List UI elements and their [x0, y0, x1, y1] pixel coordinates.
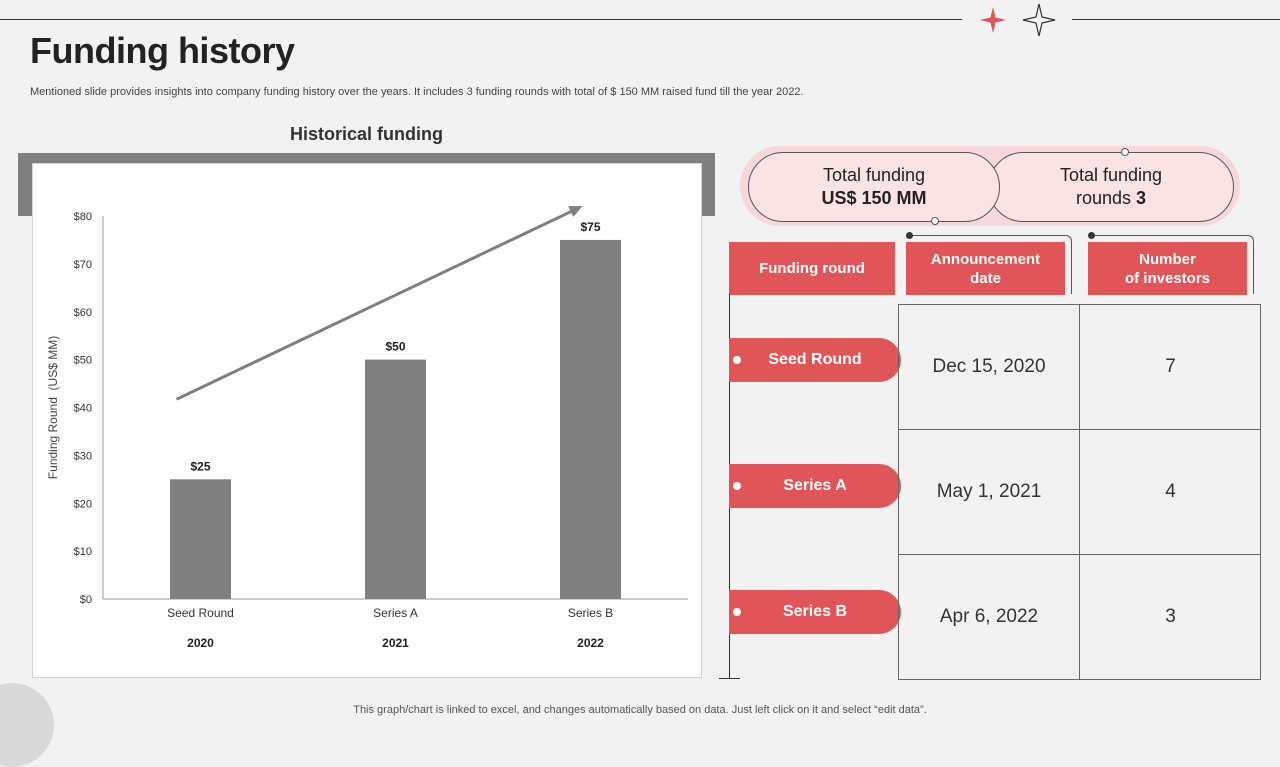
row-bullet-dot — [733, 608, 741, 616]
cell-investors: 4 — [1080, 430, 1261, 555]
y-tick-label: $70 — [74, 259, 92, 271]
y-tick-label: $30 — [74, 450, 92, 462]
trend-arrow-line — [175, 208, 577, 401]
row-label-text: Series A — [783, 477, 847, 494]
pill-connector-dot — [931, 217, 939, 225]
y-tick-label: $20 — [74, 498, 92, 510]
total-funding-value: US$ 150 MM — [821, 188, 927, 208]
cell-date: Apr 6, 2022 — [899, 555, 1080, 679]
total-funding-card: Total funding US$ 150 MM — [748, 152, 1000, 222]
total-rounds-value: 3 — [1136, 188, 1147, 208]
row-bullet-dot — [733, 482, 741, 490]
page-subtitle: Mentioned slide provides insights into c… — [30, 86, 804, 98]
y-tick-label: $50 — [74, 355, 92, 367]
bar — [560, 239, 621, 599]
header-funding-round: Funding round — [729, 242, 895, 295]
outline-sparkle-icon — [1022, 3, 1056, 37]
header-outline — [909, 235, 1072, 294]
x-year-label: 2020 — [187, 636, 214, 650]
y-tick-label: $40 — [74, 403, 92, 415]
y-tick-label: $80 — [74, 211, 92, 223]
trend-arrow-head — [568, 205, 583, 217]
header-announcement-date: Announcement date — [906, 242, 1065, 295]
x-tick-label: Series B — [568, 606, 613, 620]
top-rule-left — [0, 19, 962, 20]
total-funding-label: Total funding — [822, 165, 926, 185]
header-dot — [1088, 232, 1095, 239]
pill-connector-dot — [1121, 148, 1129, 156]
footnote: This graph/chart is linked to excel, and… — [353, 704, 927, 716]
header-investors-line2: of investors — [1124, 269, 1211, 287]
table-left-rule-foot — [719, 678, 740, 679]
row-bullet-dot — [733, 356, 741, 364]
y-tick-label: $10 — [74, 546, 92, 558]
header-outline — [1091, 235, 1254, 294]
total-rounds-prefix: rounds — [1075, 188, 1131, 208]
row-label-text: Series B — [782, 603, 848, 620]
header-investors-line1: Number — [1139, 250, 1196, 268]
header-date-line1: Announcement — [930, 250, 1041, 268]
funding-table: Dec 15, 2020 7 May 1, 2021 4 Apr 6, 2022… — [898, 304, 1261, 680]
bar-value-label: $50 — [385, 340, 405, 354]
header-number-of-investors: Number of investors — [1088, 242, 1247, 295]
x-year-label: 2022 — [577, 636, 604, 650]
total-rounds-label: Total funding — [1059, 165, 1163, 185]
cell-date: Dec 15, 2020 — [899, 305, 1080, 430]
y-axis-title: Funding Round (US$ MM) — [46, 336, 60, 479]
row-label-series-a: Series A — [729, 464, 901, 508]
chart-title: Historical funding — [290, 124, 443, 144]
row-label-series-b: Series B — [729, 590, 901, 634]
row-label-seed-round: Seed Round — [729, 338, 901, 382]
cell-investors: 7 — [1080, 305, 1261, 430]
x-year-label: 2021 — [382, 636, 409, 650]
x-tick-label: Series A — [373, 606, 418, 620]
y-tick-label: $60 — [74, 307, 92, 319]
bar-value-label: $25 — [190, 459, 210, 473]
bar — [170, 479, 231, 599]
row-label-text: Seed Round — [768, 351, 862, 368]
summary-pill: Total funding US$ 150 MM Total funding r… — [740, 146, 1240, 226]
top-rule-right — [1072, 19, 1280, 20]
header-date-line2: date — [970, 269, 1001, 287]
cell-investors: 3 — [1165, 606, 1176, 627]
chart-card[interactable]: $0 $10 $20 $30 $40 $50 $60 $70 $80 Funding Round … — [32, 163, 702, 678]
bar — [365, 359, 426, 599]
red-sparkle-icon — [980, 7, 1006, 33]
page-title: Funding history — [30, 30, 295, 71]
bar-chart[interactable]: $0 $10 $20 $30 $40 $50 $60 $70 $80 Funding Round … — [33, 164, 701, 677]
x-tick-label: Seed Round — [167, 606, 234, 620]
bar-value-label: $75 — [580, 220, 600, 234]
corner-decoration — [0, 683, 54, 767]
header-funding-round-label: Funding round — [759, 260, 865, 277]
total-rounds-card: Total funding rounds 3 — [988, 152, 1234, 222]
cell-date: May 1, 2021 — [899, 430, 1080, 555]
header-dot — [906, 232, 913, 239]
y-tick-label: $0 — [80, 594, 92, 606]
